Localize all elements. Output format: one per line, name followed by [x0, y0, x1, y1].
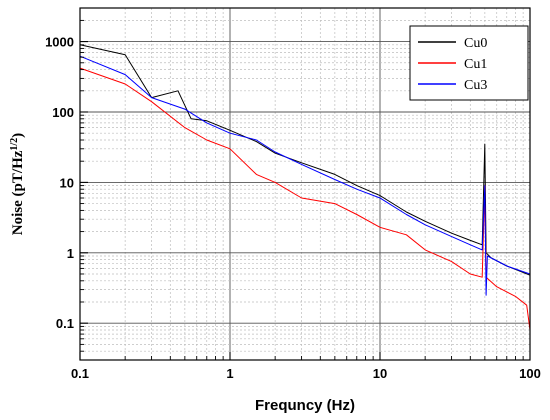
y-tick-label: 0.1	[56, 316, 74, 331]
x-tick-label: 10	[373, 366, 387, 381]
tick-layer	[79, 7, 524, 361]
series-line-cu3	[79, 55, 531, 296]
y-tick-label: 1000	[45, 35, 74, 50]
y-tick-label: 100	[52, 105, 74, 120]
x-tick-label: 100	[519, 366, 541, 381]
x-tick-label: 0.1	[71, 366, 89, 381]
series-line-cu0	[79, 44, 531, 276]
y-axis-title-close: )	[10, 133, 26, 138]
y-axis-title-superscript: 1/2	[9, 138, 20, 151]
series-line-cu1	[79, 67, 531, 331]
y-tick-labels: 0.1 1 10 100 1000	[45, 35, 74, 332]
legend-label-cu0: Cu0	[464, 36, 487, 51]
y-tick-label: 1	[67, 246, 74, 261]
plot-frame	[79, 7, 531, 361]
x-axis-title: Frequncy (Hz)	[255, 397, 355, 414]
x-tick-labels: 0.1 1 10 100	[71, 366, 541, 381]
series-layer	[79, 44, 531, 331]
x-tick-label: 1	[226, 366, 233, 381]
legend-label-cu3: Cu3	[464, 78, 487, 93]
legend-label-cu1: Cu1	[464, 57, 487, 72]
y-axis-title-main: Noise (pT/Hz	[10, 150, 26, 235]
legend: Cu0 Cu1 Cu3	[409, 25, 529, 101]
y-axis-title: Noise (pT/Hz1/2)	[9, 133, 27, 235]
grid-layer	[79, 7, 530, 361]
y-tick-label: 10	[60, 175, 74, 190]
